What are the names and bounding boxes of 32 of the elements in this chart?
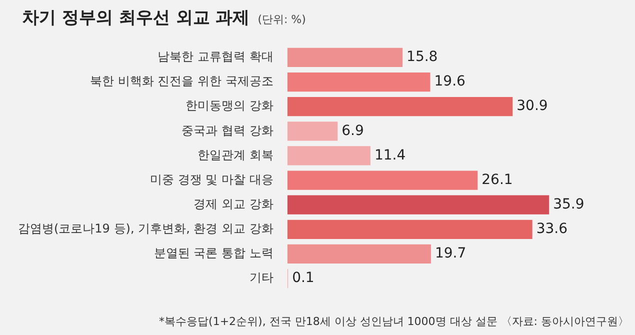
bar xyxy=(287,195,550,214)
bar xyxy=(287,72,430,92)
chart-subtitle: (단위: %) xyxy=(258,12,306,27)
y-tick-label: 분열된 국론 통합 노력 xyxy=(154,246,274,260)
bar xyxy=(287,220,532,239)
bar xyxy=(287,97,513,116)
data-label: 11.4 xyxy=(374,147,406,164)
text: *복수응답(1+2순위), 전국 만18세 이상 성인남녀 1000명 대상 설문 〈자료: 동아시아연구원〉 xyxy=(159,314,629,329)
bar xyxy=(287,122,338,141)
y-tick-label: 미중 경쟁 및 마찰 대응 xyxy=(150,172,274,186)
y-tick-label: 경제 외교 강화 xyxy=(194,196,274,211)
y-tick-label: 기타 xyxy=(249,270,274,285)
text: 차기 정부의 최우선 외교 과제 xyxy=(22,7,250,29)
data-label: 35.9 xyxy=(553,196,584,212)
y-tick-label: 남북한 교류협력 확대 xyxy=(158,50,274,64)
data-label: 0.1 xyxy=(292,270,314,286)
y-tick-label: 한일관계 회복 xyxy=(198,148,274,162)
data-label: 19.7 xyxy=(434,246,466,262)
data-label: 30.9 xyxy=(516,98,548,114)
bar xyxy=(287,170,478,190)
data-label: 26.1 xyxy=(482,172,513,188)
data-label: 15.8 xyxy=(406,49,438,66)
y-tick-label: 북한 비핵화 진전을 위한 국제공조 xyxy=(90,74,274,88)
data-label: 6.9 xyxy=(342,122,364,139)
data-label: 19.6 xyxy=(434,74,466,90)
data-label: 33.6 xyxy=(536,221,568,238)
bar xyxy=(287,48,403,68)
y-tick-label: 한미동맹의 강화 xyxy=(186,98,274,113)
bar xyxy=(287,146,370,166)
bar xyxy=(287,244,431,264)
y-tick-label: 감염병(코로나19 등), 기후변화, 환경 외교 강화 xyxy=(18,222,274,236)
y-tick-label: 중국과 협력 강화 xyxy=(182,123,274,138)
